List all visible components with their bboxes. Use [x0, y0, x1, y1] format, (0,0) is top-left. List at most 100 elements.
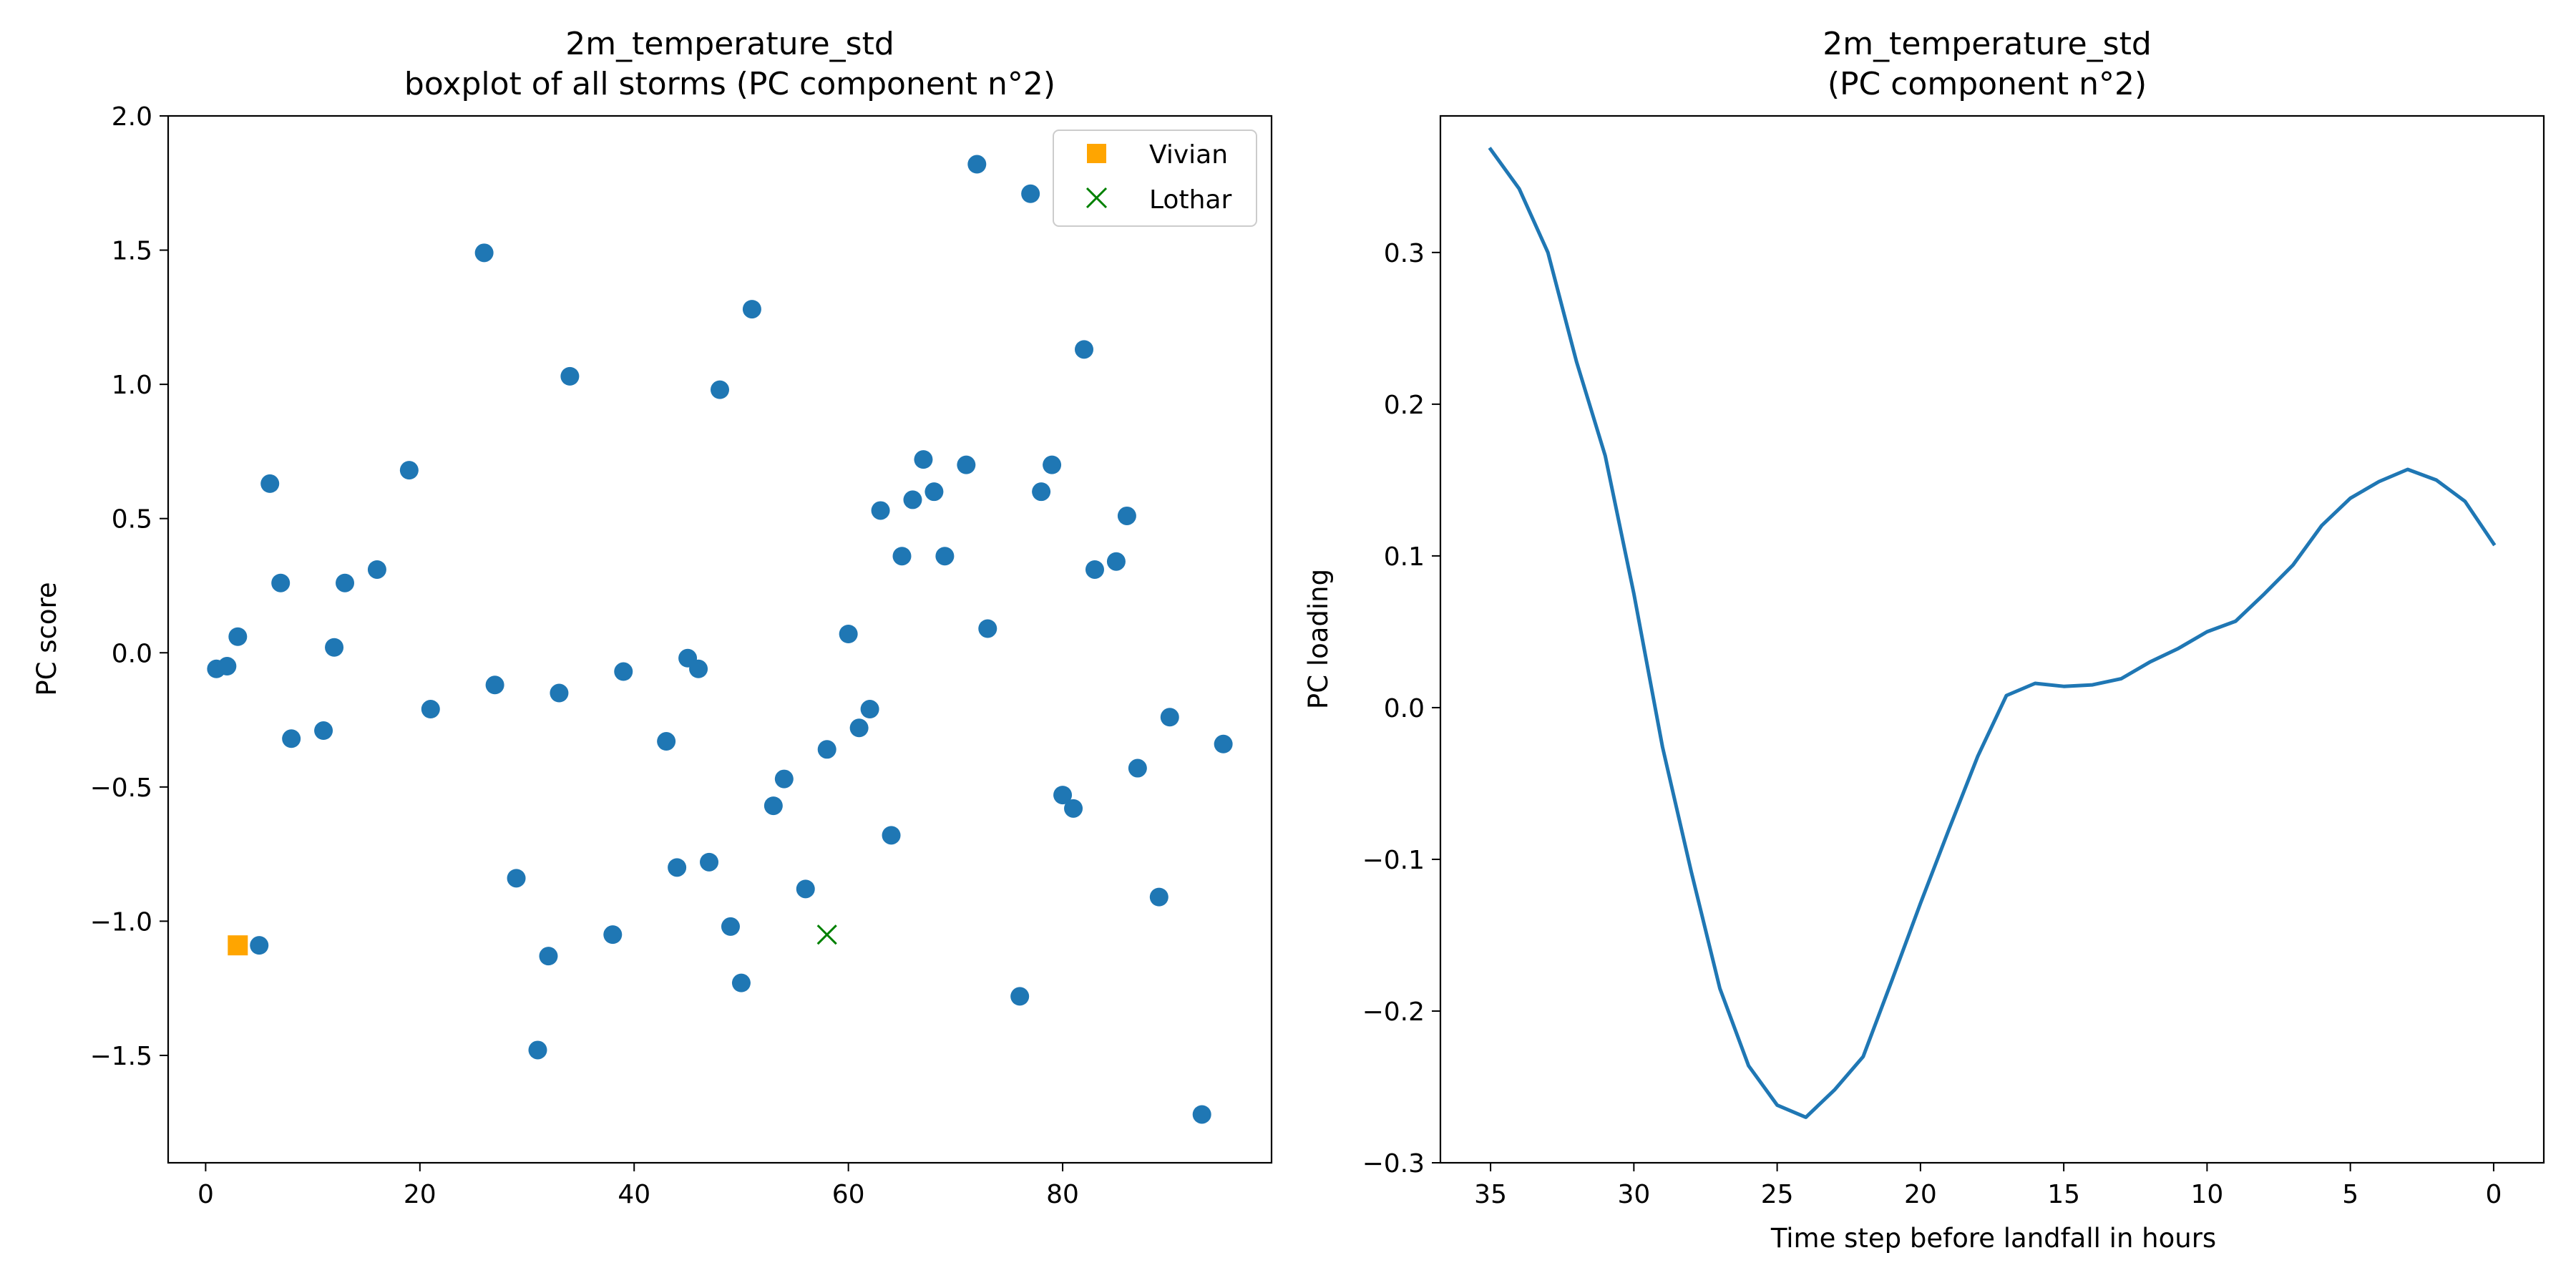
- loading-plot-frame: [1439, 114, 2545, 1164]
- scatter-title-line2: boxplot of all storms (PC component n°2): [404, 66, 1055, 102]
- storm-point: [731, 973, 751, 992]
- storm-point: [228, 627, 248, 646]
- scatter-marks: [207, 155, 1233, 1124]
- storm-point: [882, 826, 901, 845]
- loading-y-tick-label: −0.2: [1362, 997, 1425, 1027]
- scatter-panel: 2m_temperature_std boxplot of all storms…: [31, 26, 1273, 1209]
- storm-point: [1117, 506, 1136, 525]
- storm-point: [924, 482, 944, 502]
- storm-point: [903, 490, 922, 509]
- storm-point: [474, 243, 494, 263]
- legend-vivian-marker: [1087, 144, 1106, 163]
- loading-panel: 2m_temperature_std (PC component n°2) PC…: [1303, 26, 2545, 1254]
- vivian-point: [228, 935, 248, 956]
- loading-x-axis-label: Time step before landfall in hours: [1770, 1223, 2216, 1254]
- legend-lothar-label: Lothar: [1149, 185, 1231, 215]
- storm-point: [711, 380, 729, 399]
- storm-point: [967, 155, 987, 174]
- scatter-y-tick-label: −1.0: [90, 907, 152, 937]
- storm-point: [796, 879, 815, 899]
- storm-point: [657, 732, 676, 751]
- legend-vivian-label: Vivian: [1149, 140, 1228, 170]
- loading-x-tick-label: 10: [2190, 1180, 2223, 1209]
- storm-point: [978, 619, 997, 638]
- scatter-y-tick-label: −0.5: [90, 774, 152, 803]
- storm-point: [603, 925, 623, 945]
- storm-point: [742, 300, 761, 319]
- storm-point: [218, 657, 237, 676]
- scatter-y-tick-label: 1.0: [112, 371, 152, 400]
- storm-point: [1032, 482, 1051, 502]
- loading-title-line1: 2m_temperature_std: [1823, 26, 2152, 62]
- storm-point: [849, 718, 869, 738]
- storm-point: [550, 683, 569, 703]
- storm-point: [560, 366, 580, 386]
- storm-point: [421, 700, 440, 719]
- storm-point: [871, 501, 890, 520]
- storm-point: [689, 659, 708, 678]
- storm-point: [1192, 1105, 1211, 1124]
- loading-x-tick-label: 20: [1904, 1180, 1937, 1209]
- loading-title-line2: (PC component n°2): [1828, 66, 2147, 102]
- scatter-y-axis-label: PC score: [31, 582, 62, 696]
- scatter-x-tick-label: 60: [832, 1180, 865, 1209]
- scatter-ticks: 0 20 40 60 80 −1.5 −1.0 −0.5 0.0 0.5 1.0 1.5 2.0: [90, 102, 1079, 1209]
- lothar-point: [816, 924, 837, 945]
- storm-point: [399, 461, 419, 480]
- storm-point: [325, 638, 344, 657]
- storm-point: [271, 573, 291, 592]
- storm-point: [817, 740, 836, 759]
- loading-y-tick-label: 0.1: [1384, 542, 1425, 572]
- storm-point: [1043, 455, 1062, 474]
- loading-x-tick-label: 5: [2342, 1180, 2358, 1209]
- scatter-y-tick-label: 0.5: [112, 505, 152, 535]
- scatter-x-tick-label: 80: [1046, 1180, 1079, 1209]
- storm-point: [336, 573, 355, 592]
- scatter-plot-frame: [167, 114, 1273, 1164]
- storm-point: [1128, 758, 1147, 778]
- storm-point: [721, 917, 740, 936]
- scatter-y-tick-label: 0.0: [112, 639, 152, 668]
- storm-point: [1021, 184, 1040, 203]
- scatter-y-tick-label: 1.5: [112, 237, 152, 266]
- loading-y-tick-label: 0.3: [1384, 239, 1425, 268]
- storm-point: [774, 769, 794, 789]
- scatter-x-tick-label: 20: [404, 1180, 436, 1209]
- scatter-legend: Vivian Lothar: [1053, 130, 1257, 227]
- storm-point: [1075, 340, 1094, 359]
- loading-y-tick-label: −0.3: [1362, 1149, 1425, 1179]
- loading-x-tick-label: 35: [1474, 1180, 1507, 1209]
- storm-point: [250, 936, 269, 955]
- loading-y-axis-label: PC loading: [1303, 569, 1334, 709]
- loading-x-tick-label: 25: [1761, 1180, 1794, 1209]
- scatter-y-tick-label: 2.0: [112, 102, 152, 132]
- storm-point: [507, 869, 526, 888]
- scatter-x-tick-label: 40: [618, 1180, 650, 1209]
- loading-y-tick-label: 0.0: [1384, 694, 1425, 723]
- storm-point: [1085, 560, 1104, 579]
- storm-point: [1149, 887, 1169, 907]
- storm-point: [528, 1040, 547, 1060]
- storm-point: [1160, 708, 1179, 727]
- scatter-title-line1: 2m_temperature_std: [565, 26, 894, 62]
- loading-x-tick-label: 0: [2485, 1180, 2502, 1209]
- storm-point: [914, 450, 933, 469]
- storm-point: [314, 721, 333, 741]
- storm-point: [839, 624, 858, 643]
- storm-point: [485, 675, 504, 695]
- pc-loading-line: [1488, 147, 2497, 1119]
- storm-point: [763, 796, 783, 816]
- storm-point: [957, 455, 976, 474]
- storm-point: [1214, 734, 1233, 753]
- storm-point: [1064, 799, 1083, 818]
- loading-y-tick-label: −0.1: [1362, 846, 1425, 875]
- storm-point: [860, 700, 879, 719]
- storm-point: [892, 547, 912, 566]
- loading-marks: [1488, 147, 2497, 1119]
- storm-point: [614, 662, 633, 681]
- loading-ticks: 35 30 25 20 15 10 5 0 −0.3 −0.2 −0.1 0.0 0.1 0.2 0.3: [1362, 239, 2502, 1209]
- storm-point: [260, 474, 280, 493]
- storm-point: [539, 947, 558, 966]
